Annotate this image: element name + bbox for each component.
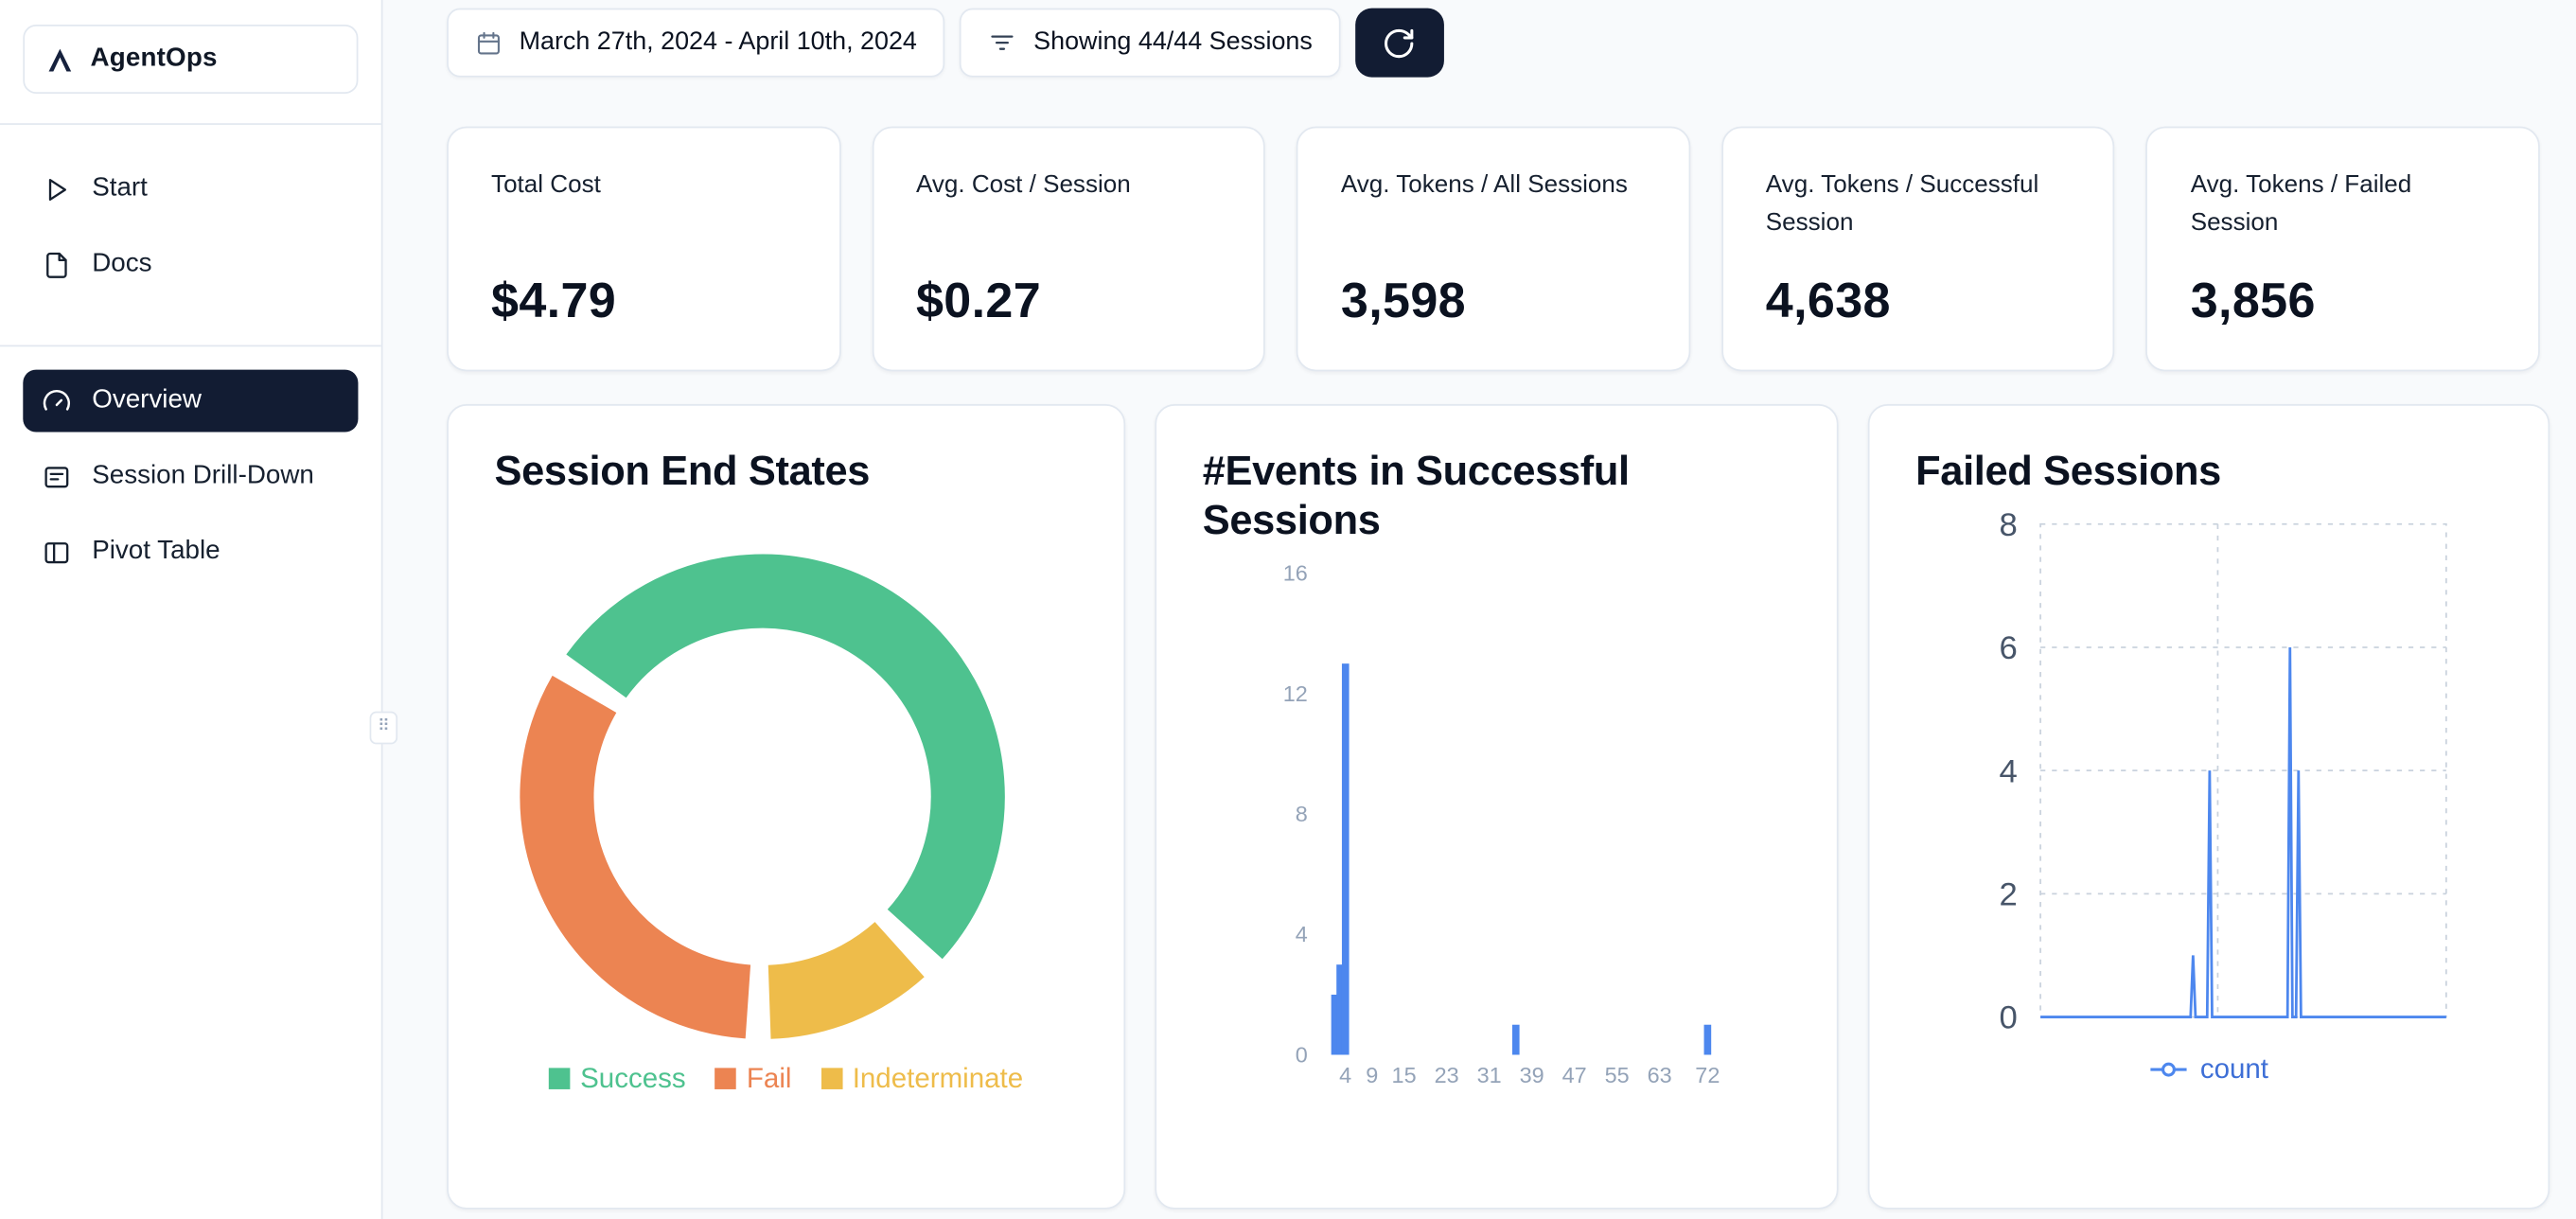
chart-title: Failed Sessions [1915, 448, 2221, 495]
svg-text:23: 23 [1435, 1063, 1459, 1087]
failed-line-chart: 0 2 4 6 8 [1915, 510, 2502, 1052]
events-histogram-card: #Events in Successful Sessions 0 4 8 12 16 4 9… [1155, 404, 1839, 1210]
nav-label: Pivot Table [92, 537, 221, 566]
charts-row: Session End States Success Fail Indetermin… [447, 404, 2550, 1210]
sidebar-resize-handle[interactable]: ⠿ [369, 711, 398, 745]
filter-icon [988, 28, 1017, 58]
svg-text:47: 47 [1562, 1063, 1587, 1087]
divider [0, 344, 381, 347]
svg-text:16: 16 [1283, 561, 1308, 586]
nav-label: Session Drill-Down [92, 461, 314, 490]
stat-label: Avg. Cost / Session [915, 170, 1131, 200]
stat-card-avg-tokens-failed: Avg. Tokens / Failed Session 3,856 [2145, 126, 2540, 372]
nav-label: Docs [92, 249, 152, 278]
svg-text:2: 2 [1999, 876, 2017, 912]
legend-swatch [820, 1068, 843, 1089]
svg-text:72: 72 [1695, 1063, 1720, 1087]
nav-primary: Start Docs [0, 125, 381, 315]
legend-item-indeterminate[interactable]: Indeterminate [820, 1062, 1024, 1095]
stat-card-avg-tokens-success: Avg. Tokens / Successful Session 4,638 [1720, 126, 2115, 372]
docs-icon [41, 249, 72, 280]
count-legend[interactable]: count [1915, 1052, 2502, 1086]
logo[interactable]: AgentOps [23, 25, 359, 94]
legend-label: Success [580, 1062, 686, 1094]
gauge-icon [41, 385, 72, 416]
svg-text:0: 0 [1999, 999, 2017, 1035]
stat-label: Avg. Tokens / Successful Session [1765, 170, 2039, 237]
svg-text:39: 39 [1520, 1063, 1544, 1087]
calendar-icon [475, 28, 503, 57]
session-filter-label: Showing 44/44 Sessions [1033, 27, 1313, 57]
date-range-button[interactable]: March 27th, 2024 - April 10th, 2024 [447, 8, 945, 78]
stat-card-avg-cost: Avg. Cost / Session $0.27 [872, 126, 1266, 372]
sidebar-item-start[interactable]: Start [23, 158, 358, 221]
legend-item-success[interactable]: Success [549, 1062, 686, 1095]
legend-label: Indeterminate [852, 1062, 1024, 1094]
nav-label: Start [92, 174, 148, 203]
stat-card-total-cost: Total Cost $4.79 [447, 126, 841, 372]
sidebar: AgentOps Start Docs O [0, 0, 383, 1219]
svg-text:63: 63 [1648, 1063, 1672, 1087]
grip-icon: ⠿ [377, 717, 390, 736]
legend-swatch [549, 1068, 571, 1089]
stat-label: Avg. Tokens / All Sessions [1340, 170, 1628, 200]
svg-text:4: 4 [1296, 922, 1308, 946]
stat-label: Avg. Tokens / Failed Session [2190, 170, 2412, 237]
chart-title: #Events in Successful Sessions [1202, 448, 1630, 543]
svg-text:6: 6 [1999, 629, 2017, 665]
sidebar-item-docs[interactable]: Docs [23, 234, 358, 296]
date-range-label: March 27th, 2024 - April 10th, 2024 [519, 27, 917, 57]
svg-text:12: 12 [1283, 681, 1308, 706]
stat-value: 3,856 [2190, 274, 2316, 329]
play-icon [41, 173, 72, 204]
nav-secondary: Overview Session Drill-Down Pivot Table [0, 346, 381, 603]
donut-chart [495, 517, 1078, 1059]
svg-text:9: 9 [1366, 1063, 1378, 1087]
stat-value: $4.79 [491, 274, 617, 329]
line-marker-icon [2149, 1059, 2189, 1079]
svg-text:55: 55 [1605, 1063, 1630, 1087]
nav-label: Overview [92, 385, 202, 415]
stat-card-avg-tokens-all: Avg. Tokens / All Sessions 3,598 [1297, 126, 1690, 372]
refresh-button[interactable] [1355, 8, 1444, 78]
legend-swatch [715, 1068, 737, 1089]
divider [0, 123, 381, 125]
agentops-logo-icon [44, 44, 76, 75]
session-list-icon [41, 461, 72, 492]
donut-legend: Success Fail Indeterminate [495, 1062, 1078, 1095]
svg-text:8: 8 [1999, 510, 2017, 542]
session-end-states-card: Session End States Success Fail Indetermin… [447, 404, 1126, 1210]
session-filter-button[interactable]: Showing 44/44 Sessions [960, 8, 1341, 78]
legend-label: Fail [746, 1062, 792, 1094]
refresh-icon [1383, 26, 1417, 60]
stat-value: 4,638 [1765, 274, 1891, 329]
stat-value: $0.27 [915, 274, 1042, 329]
sidebar-item-overview[interactable]: Overview [23, 369, 359, 433]
svg-text:4: 4 [1999, 752, 2017, 788]
main-content: March 27th, 2024 - April 10th, 2024 Show… [382, 0, 2576, 1219]
toolbar: March 27th, 2024 - April 10th, 2024 Show… [447, 8, 2540, 78]
svg-text:0: 0 [1296, 1042, 1308, 1067]
sidebar-item-pivot-table[interactable]: Pivot Table [23, 521, 358, 583]
stat-value: 3,598 [1340, 274, 1466, 329]
legend-label: count [2199, 1051, 2269, 1084]
stat-cards-row: Total Cost $4.79 Avg. Cost / Session $0.… [447, 126, 2540, 372]
svg-text:4: 4 [1339, 1063, 1351, 1087]
pivot-table-icon [41, 537, 72, 568]
svg-text:31: 31 [1477, 1063, 1502, 1087]
svg-text:8: 8 [1296, 802, 1308, 826]
chart-title: Session End States [494, 448, 871, 495]
app-name: AgentOps [90, 44, 218, 73]
failed-sessions-card: Failed Sessions 0 2 4 6 8 count [1867, 404, 2550, 1210]
events-bar-chart: 0 4 8 12 16 4 9 15 23 31 39 47 55 63 72 [1203, 556, 1791, 1098]
legend-item-fail[interactable]: Fail [715, 1062, 792, 1095]
stat-label: Total Cost [491, 170, 601, 200]
svg-text:15: 15 [1392, 1063, 1417, 1087]
sidebar-item-session-drilldown[interactable]: Session Drill-Down [23, 445, 358, 507]
